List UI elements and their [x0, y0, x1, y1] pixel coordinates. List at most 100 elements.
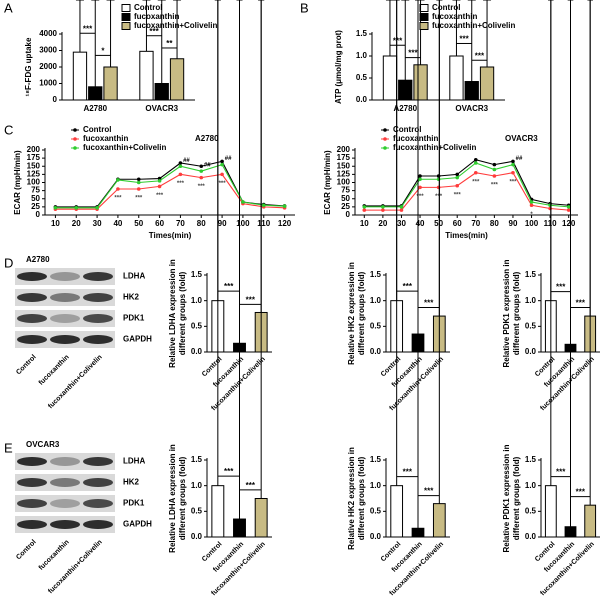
significance-label: *** [403, 282, 413, 291]
protein-label: GAPDH [123, 520, 152, 529]
significance-label: *** [475, 51, 485, 60]
x-tick-label: A2780 [393, 104, 417, 113]
series-point [492, 162, 497, 167]
x-tick-label: 120 [278, 219, 292, 228]
series-point [511, 159, 515, 164]
bar [544, 485, 557, 538]
x-tick-label: 90 [509, 219, 518, 228]
series-point [418, 174, 422, 178]
significance-label: *** [424, 487, 434, 496]
series-point [157, 179, 162, 183]
y-tick-label: 1.0 [525, 296, 537, 305]
y-tick-label: 1.0 [525, 481, 537, 490]
series-point [381, 208, 385, 212]
series-point [455, 183, 460, 188]
series-point [53, 206, 58, 210]
bar [139, 50, 154, 101]
series-point [399, 205, 404, 209]
bar [390, 485, 404, 538]
series-line [364, 172, 569, 211]
bar [211, 485, 225, 538]
legend-swatch [419, 4, 429, 12]
x-tick-label: A2780 [83, 104, 107, 113]
blot-band [17, 499, 47, 508]
cell-line-label: A2780 [26, 255, 50, 264]
blot-band [17, 335, 47, 344]
y-tick-label: 0.5 [191, 321, 203, 330]
legend-label: fucoxanthin [134, 12, 179, 21]
point-label: ## [183, 158, 190, 164]
significance-label: *** [556, 468, 566, 477]
legend-marker [383, 137, 387, 141]
bar [382, 55, 398, 101]
blot-band [50, 314, 80, 323]
point-label: *** [135, 196, 143, 202]
series-line [55, 163, 285, 209]
point-label: *** [454, 192, 462, 198]
significance-label: *** [576, 488, 586, 497]
series-point [455, 175, 460, 180]
y-tick-label: 25 [31, 202, 40, 211]
y-axis-label: ¹⁸F-FDG uptake [24, 37, 33, 96]
series-point [282, 204, 287, 209]
blot-band [83, 478, 113, 487]
x-tick-label: 40 [113, 219, 122, 228]
x-tick-label: 70 [471, 219, 480, 228]
series-point [529, 203, 534, 208]
blot-band [17, 314, 47, 323]
series-point [381, 205, 385, 209]
y-tick-label: 25 [341, 202, 350, 211]
bar [103, 66, 118, 101]
protein-label: GAPDH [123, 335, 152, 344]
bar [449, 55, 464, 101]
x-tick-label: 80 [197, 219, 206, 228]
y-tick-label: 75 [341, 186, 350, 195]
protein-label: PDK1 [123, 499, 145, 508]
legend-label: Control [134, 3, 162, 12]
y-tick-label: 0.5 [356, 73, 368, 82]
series-point [473, 170, 478, 175]
y-tick-label: 1.5 [525, 455, 537, 464]
legend-label: Control [393, 125, 421, 134]
x-tick-label: 10 [360, 219, 369, 228]
protein-label: HK2 [123, 293, 140, 302]
y-tick-label: 1000 [39, 79, 57, 88]
bar [169, 58, 185, 101]
legend-label: fucoxanthin+Colivelin [134, 21, 217, 30]
series-point [455, 172, 460, 177]
legend-label: fucoxanthin [393, 134, 438, 143]
significance-label: *** [556, 283, 566, 292]
blot-band [83, 520, 113, 529]
y-axis-label: Relative PDK1 expression in [502, 259, 511, 367]
bar [233, 518, 246, 538]
series-point [157, 184, 162, 189]
bar [432, 503, 446, 538]
y-tick-label: 175 [27, 153, 41, 162]
series-point [136, 187, 141, 191]
protein-label: PDK1 [123, 314, 145, 323]
y-axis-label: different groups (fold) [512, 456, 521, 540]
y-tick-label: 0.0 [370, 347, 382, 356]
series-point [136, 180, 141, 185]
y-axis-label: different groups (fold) [178, 271, 187, 355]
blot-band [50, 520, 80, 529]
y-axis-label: different groups (fold) [357, 271, 366, 355]
x-tick-label: 20 [72, 219, 81, 228]
y-axis-label: ECAR (mpH/min) [323, 150, 332, 215]
series-point [511, 162, 515, 167]
legend-label: fucoxanthin+Colivelin [432, 21, 515, 30]
series-point [261, 203, 266, 208]
point-label: *** [509, 179, 517, 185]
x-tick-label: 90 [218, 219, 227, 228]
x-tick-label: 10 [51, 219, 60, 228]
significance-label: ** [166, 39, 173, 48]
chart-title: OVACR3 [505, 134, 538, 143]
legend-label: Control [83, 125, 111, 134]
blot-band [50, 272, 80, 281]
y-tick-label: 0.5 [191, 506, 203, 515]
y-tick-label: 1.5 [191, 270, 203, 279]
x-tick-label: 60 [453, 219, 462, 228]
y-axis-label: Relative LDHA expression in [168, 259, 177, 368]
series-line [364, 159, 569, 207]
point-label: ## [204, 163, 211, 169]
